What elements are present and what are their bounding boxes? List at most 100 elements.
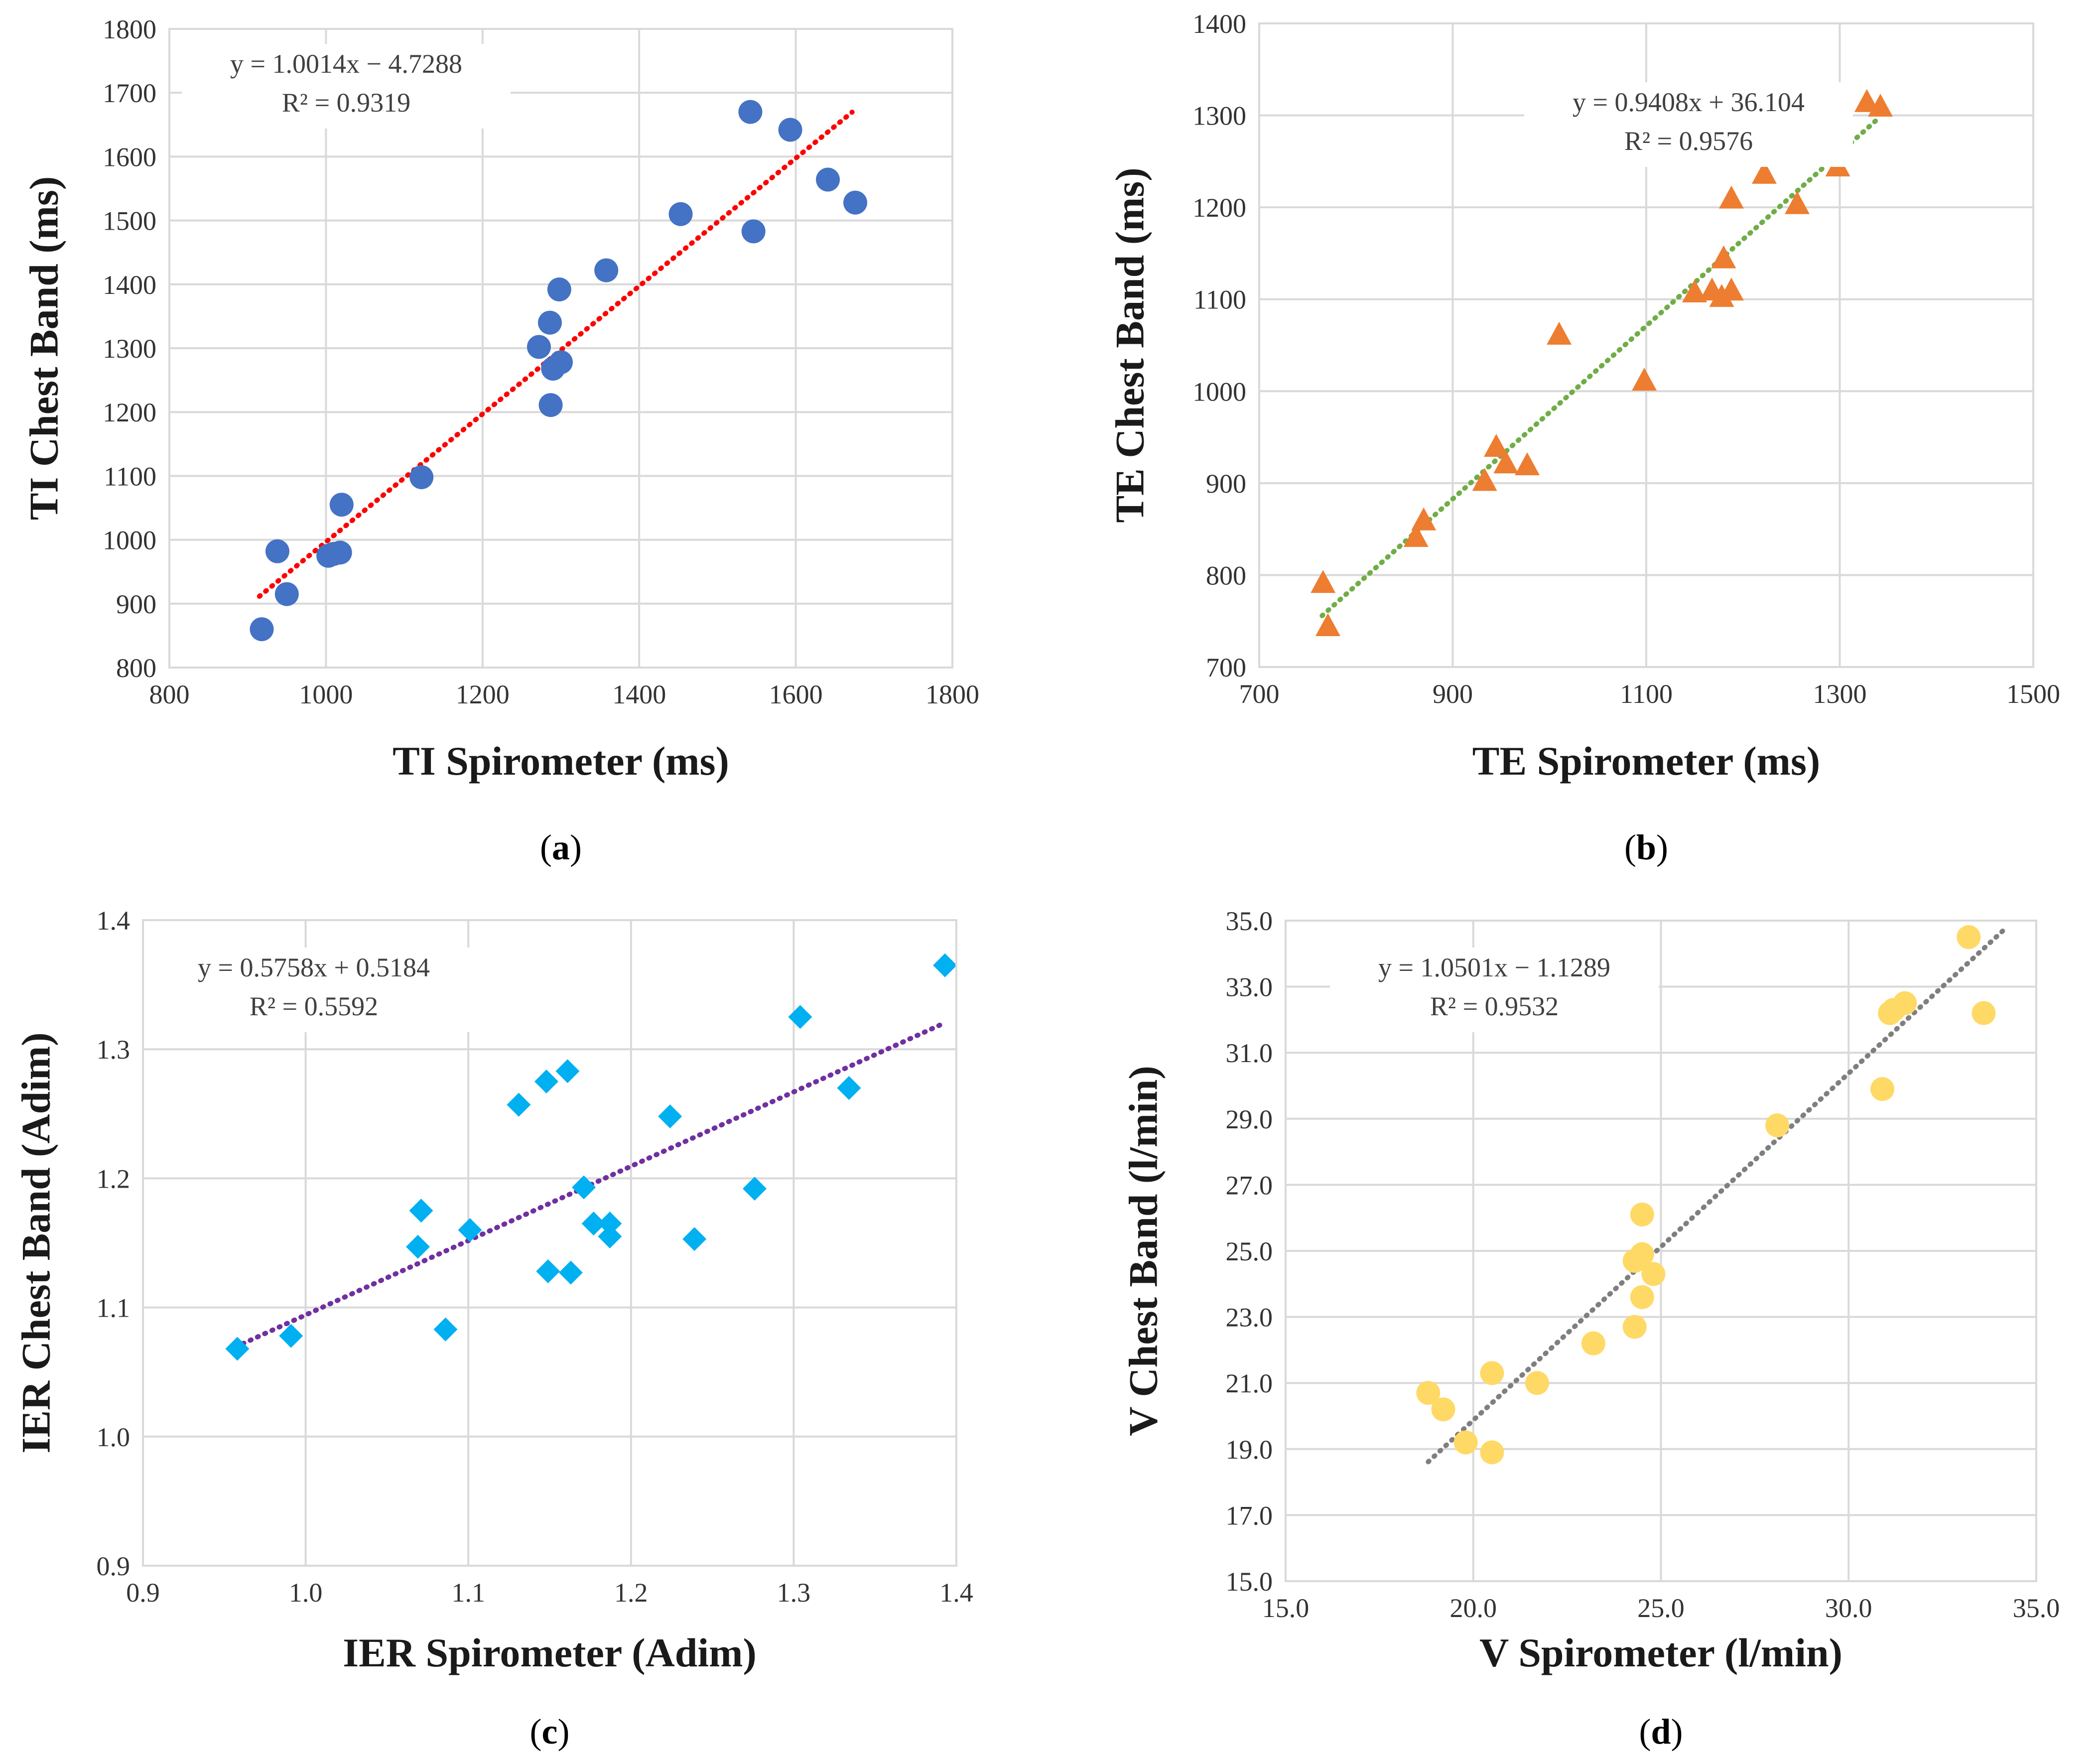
data-point (1957, 925, 1981, 949)
y-tick-label: 900 (1206, 469, 1246, 499)
trendline (1426, 925, 2009, 1465)
x-tick-label: 1.1 (451, 1578, 485, 1608)
x-tick-label: 15.0 (1262, 1593, 1310, 1623)
data-point (1785, 191, 1810, 214)
data-point (1581, 1331, 1605, 1355)
data-point (594, 258, 619, 282)
data-point (1630, 1285, 1654, 1309)
r-squared-label: R² = 0.5592 (250, 991, 378, 1021)
y-tick-label: 1.2 (97, 1164, 131, 1194)
y-axis-title: TE Chest Band (ms) (1107, 167, 1153, 523)
trendline (1319, 114, 1883, 618)
data-point (1718, 185, 1744, 209)
panel-label-letter: b (1636, 827, 1656, 867)
data-point (555, 1059, 580, 1084)
data-point (658, 1104, 682, 1128)
panel-label: (c) (530, 1712, 570, 1752)
data-point (682, 1227, 707, 1251)
data-point (598, 1224, 622, 1249)
data-point (328, 541, 352, 565)
data-point (1480, 1361, 1504, 1385)
x-tick-label: 1.4 (939, 1578, 973, 1608)
y-tick-label: 1200 (103, 398, 156, 427)
data-point (1431, 1397, 1455, 1422)
panel-label-letter: c (542, 1712, 558, 1752)
y-tick-label: 21.0 (1226, 1368, 1273, 1398)
y-tick-label: 800 (116, 653, 156, 683)
y-tick-label: 0.9 (97, 1551, 131, 1581)
x-tick-label: 1.0 (289, 1578, 323, 1608)
x-tick-label: 1800 (925, 679, 979, 709)
data-point (433, 1317, 458, 1342)
x-axis-title: IER Spirometer (Adim) (343, 1630, 757, 1675)
y-tick-label: 1000 (103, 526, 156, 555)
r-squared-label: R² = 0.9576 (1624, 126, 1753, 156)
data-point (598, 1212, 622, 1236)
panel-label-open: ( (530, 1712, 542, 1752)
data-point (933, 953, 957, 977)
trendline-equation: y = 0.9408x + 36.104 (1573, 87, 1805, 117)
y-tick-label: 1.4 (97, 906, 131, 936)
data-point (265, 539, 289, 563)
data-point (225, 1337, 250, 1361)
data-point (843, 190, 868, 215)
y-tick-label: 1700 (103, 78, 156, 108)
data-point (526, 335, 551, 359)
panel-label-letter: d (1651, 1712, 1671, 1752)
r-squared-label: R² = 0.9319 (282, 88, 410, 118)
plot-frame (142, 919, 957, 1567)
equation-box (182, 44, 511, 129)
data-point (816, 167, 840, 192)
data-point (1493, 450, 1519, 474)
data-point (250, 617, 274, 642)
y-tick-label: 23.0 (1226, 1303, 1273, 1333)
data-point (1630, 1203, 1654, 1227)
data-point (1632, 368, 1657, 391)
plot-frame (168, 28, 953, 669)
data-point (778, 118, 802, 142)
data-point (743, 1177, 767, 1201)
data-point (537, 310, 562, 335)
data-point (538, 393, 563, 417)
x-tick-label: 900 (1433, 679, 1473, 709)
panel-label-close: ) (1671, 1712, 1683, 1752)
y-tick-label: 1.0 (97, 1422, 131, 1452)
plot-frame (1285, 920, 2037, 1582)
y-tick-label: 1400 (1192, 9, 1246, 39)
y-tick-label: 1.3 (97, 1035, 131, 1065)
data-point (534, 1070, 558, 1093)
data-point (1751, 160, 1777, 184)
x-tick-label: 0.9 (126, 1578, 160, 1608)
y-tick-label: 1400 (103, 270, 156, 300)
x-tick-label: 35.0 (2013, 1593, 2060, 1623)
data-point (1630, 1242, 1654, 1266)
x-tick-label: 1400 (612, 679, 666, 709)
data-point (329, 493, 354, 517)
equation-box (1524, 82, 1853, 167)
x-axis-title: V Spirometer (l/min) (1479, 1630, 1842, 1675)
y-tick-label: 700 (1206, 653, 1246, 682)
y-tick-label: 800 (1206, 560, 1246, 590)
data-point (507, 1092, 531, 1117)
data-point (409, 465, 434, 489)
y-axis-title: TI Chest Band (ms) (21, 176, 67, 520)
data-point (405, 1234, 430, 1259)
data-point (1641, 1262, 1666, 1286)
data-point (558, 1260, 583, 1285)
data-point (279, 1324, 303, 1348)
panel-label-close: ) (1656, 827, 1668, 867)
data-point (1854, 89, 1879, 112)
y-tick-label: 1.1 (97, 1293, 131, 1323)
trendline-equation: y = 1.0014x − 4.7288 (230, 49, 462, 79)
data-point (1622, 1315, 1647, 1339)
x-tick-label: 1500 (2006, 679, 2060, 709)
y-tick-label: 1500 (103, 206, 156, 236)
y-axis-title: V Chest Band (l/min) (1121, 1066, 1166, 1436)
y-tick-label: 1100 (1193, 285, 1246, 315)
data-point (1483, 434, 1509, 457)
x-tick-label: 30.0 (1825, 1593, 1872, 1623)
x-axis-title: TE Spirometer (ms) (1472, 738, 1820, 784)
panel-label: (a) (540, 827, 582, 867)
y-tick-label: 1600 (103, 142, 156, 172)
